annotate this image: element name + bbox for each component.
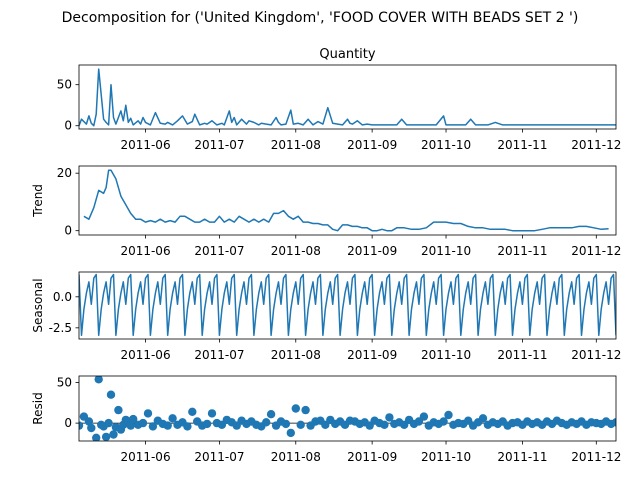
observed-series-line bbox=[79, 68, 616, 127]
resid-point bbox=[183, 422, 192, 431]
resid-panel: 0 50 2011-06 2011-07 2011-08 2011-09 2011-10 20… bbox=[31, 375, 621, 465]
resid-point bbox=[188, 407, 197, 416]
trend-panel: 0 20 2011-06 2011-07 2011-08 2011-09 2011-10 20… bbox=[31, 165, 621, 258]
observed-axes-frame bbox=[78, 64, 617, 130]
seasonal-panel: 0.0 -2.5 2011-06 2011-07 2011-08 2011-09 2011-… bbox=[31, 271, 621, 362]
trend-plot-area bbox=[83, 169, 609, 232]
resid-point bbox=[439, 417, 448, 426]
seasonal-ytick-label: 0.0 bbox=[53, 290, 72, 304]
observed-ytick-label: 50 bbox=[57, 78, 72, 92]
resid-point bbox=[296, 420, 305, 429]
resid-point bbox=[104, 418, 113, 428]
resid-point bbox=[286, 428, 295, 438]
resid-xtick-label: 2011-07 bbox=[194, 450, 244, 464]
resid-point bbox=[79, 421, 84, 430]
observed-xtick-label: 2011-07 bbox=[194, 138, 244, 152]
panels: 0 50 2011-06 2011-07 2011-08 2011-09 2011-10 20… bbox=[31, 47, 621, 464]
resid-point bbox=[385, 413, 394, 422]
figure-title: Decomposition for ('United Kingdom', 'FO… bbox=[62, 10, 579, 26]
observed-plot-area bbox=[79, 68, 616, 127]
seasonal-xtick-label: 2011-10 bbox=[421, 348, 471, 362]
resid-point bbox=[126, 421, 135, 430]
resid-point bbox=[611, 418, 616, 427]
resid-point bbox=[380, 420, 389, 429]
resid-point bbox=[148, 422, 158, 431]
seasonal-xtick-label: 2011-06 bbox=[120, 348, 170, 362]
observed-title: Quantity bbox=[319, 47, 375, 62]
resid-point bbox=[207, 409, 217, 418]
trend-ylabel: Trend bbox=[31, 184, 45, 218]
resid-point bbox=[87, 423, 96, 433]
resid-point bbox=[444, 410, 453, 420]
resid-ytick-label: 0 bbox=[64, 416, 72, 430]
resid-point bbox=[202, 419, 212, 429]
trend-axes-frame bbox=[78, 165, 617, 236]
resid-xtick-label: 2011-10 bbox=[421, 450, 471, 464]
resid-point bbox=[106, 390, 116, 399]
resid-ylabel: Resid bbox=[31, 392, 45, 424]
observed-xtick-label: 2011-11 bbox=[497, 138, 547, 152]
resid-xtick-label: 2011-12 bbox=[571, 450, 621, 464]
seasonal-ytick-label: -2.5 bbox=[49, 321, 72, 335]
trend-ytick-label: 0 bbox=[64, 224, 72, 238]
resid-point bbox=[92, 433, 101, 441]
resid-xtick-label: 2011-09 bbox=[347, 450, 397, 464]
trend-xtick-label: 2011-07 bbox=[194, 244, 244, 258]
seasonal-xtick-label: 2011-07 bbox=[194, 348, 244, 362]
resid-point bbox=[281, 419, 291, 429]
resid-point bbox=[114, 405, 123, 415]
resid-plot-area bbox=[79, 376, 616, 441]
resid-point bbox=[168, 414, 177, 423]
trend-ytick-label: 20 bbox=[57, 166, 72, 180]
resid-point bbox=[301, 405, 310, 415]
seasonal-ylabel: Seasonal bbox=[31, 278, 45, 332]
resid-point bbox=[262, 418, 271, 427]
observed-ytick-label: 0 bbox=[64, 119, 72, 133]
resid-point bbox=[163, 421, 172, 430]
seasonal-xtick-label: 2011-08 bbox=[271, 348, 321, 362]
observed-xtick-label: 2011-12 bbox=[571, 138, 621, 152]
resid-xtick-label: 2011-11 bbox=[497, 450, 547, 464]
seasonal-xtick-label: 2011-12 bbox=[571, 348, 621, 362]
observed-xtick-label: 2011-08 bbox=[271, 138, 321, 152]
resid-point bbox=[84, 417, 94, 426]
trend-xtick-label: 2011-06 bbox=[120, 244, 170, 258]
resid-ytick-label: 50 bbox=[57, 376, 72, 390]
seasonal-xtick-label: 2011-11 bbox=[497, 348, 547, 362]
seasonal-series-line bbox=[79, 273, 616, 337]
resid-axes-frame bbox=[78, 375, 617, 442]
observed-xtick-label: 2011-06 bbox=[120, 138, 170, 152]
observed-panel: 0 50 2011-06 2011-07 2011-08 2011-09 2011-10 20… bbox=[57, 47, 622, 152]
resid-point bbox=[129, 414, 138, 424]
resid-point bbox=[143, 409, 153, 418]
observed-xtick-label: 2011-09 bbox=[347, 138, 397, 152]
trend-series-line bbox=[83, 169, 609, 232]
trend-xtick-label: 2011-08 bbox=[271, 244, 321, 258]
seasonal-axes-frame bbox=[78, 271, 617, 340]
seasonal-xtick-label: 2011-09 bbox=[347, 348, 397, 362]
resid-point bbox=[478, 414, 488, 423]
resid-xtick-label: 2011-06 bbox=[120, 450, 170, 464]
trend-xtick-label: 2011-09 bbox=[347, 244, 397, 258]
resid-point bbox=[101, 432, 111, 441]
resid-point bbox=[266, 410, 276, 419]
observed-xtick-label: 2011-10 bbox=[421, 138, 471, 152]
seasonal-plot-area bbox=[79, 273, 616, 337]
resid-point bbox=[291, 404, 300, 413]
resid-point bbox=[138, 418, 148, 428]
resid-point bbox=[94, 376, 103, 384]
resid-xtick-label: 2011-08 bbox=[271, 450, 321, 464]
trend-xtick-label: 2011-12 bbox=[571, 244, 621, 258]
resid-point bbox=[419, 412, 429, 421]
trend-xtick-label: 2011-10 bbox=[421, 244, 471, 258]
trend-xtick-label: 2011-11 bbox=[497, 244, 547, 258]
resid-point bbox=[109, 430, 118, 439]
